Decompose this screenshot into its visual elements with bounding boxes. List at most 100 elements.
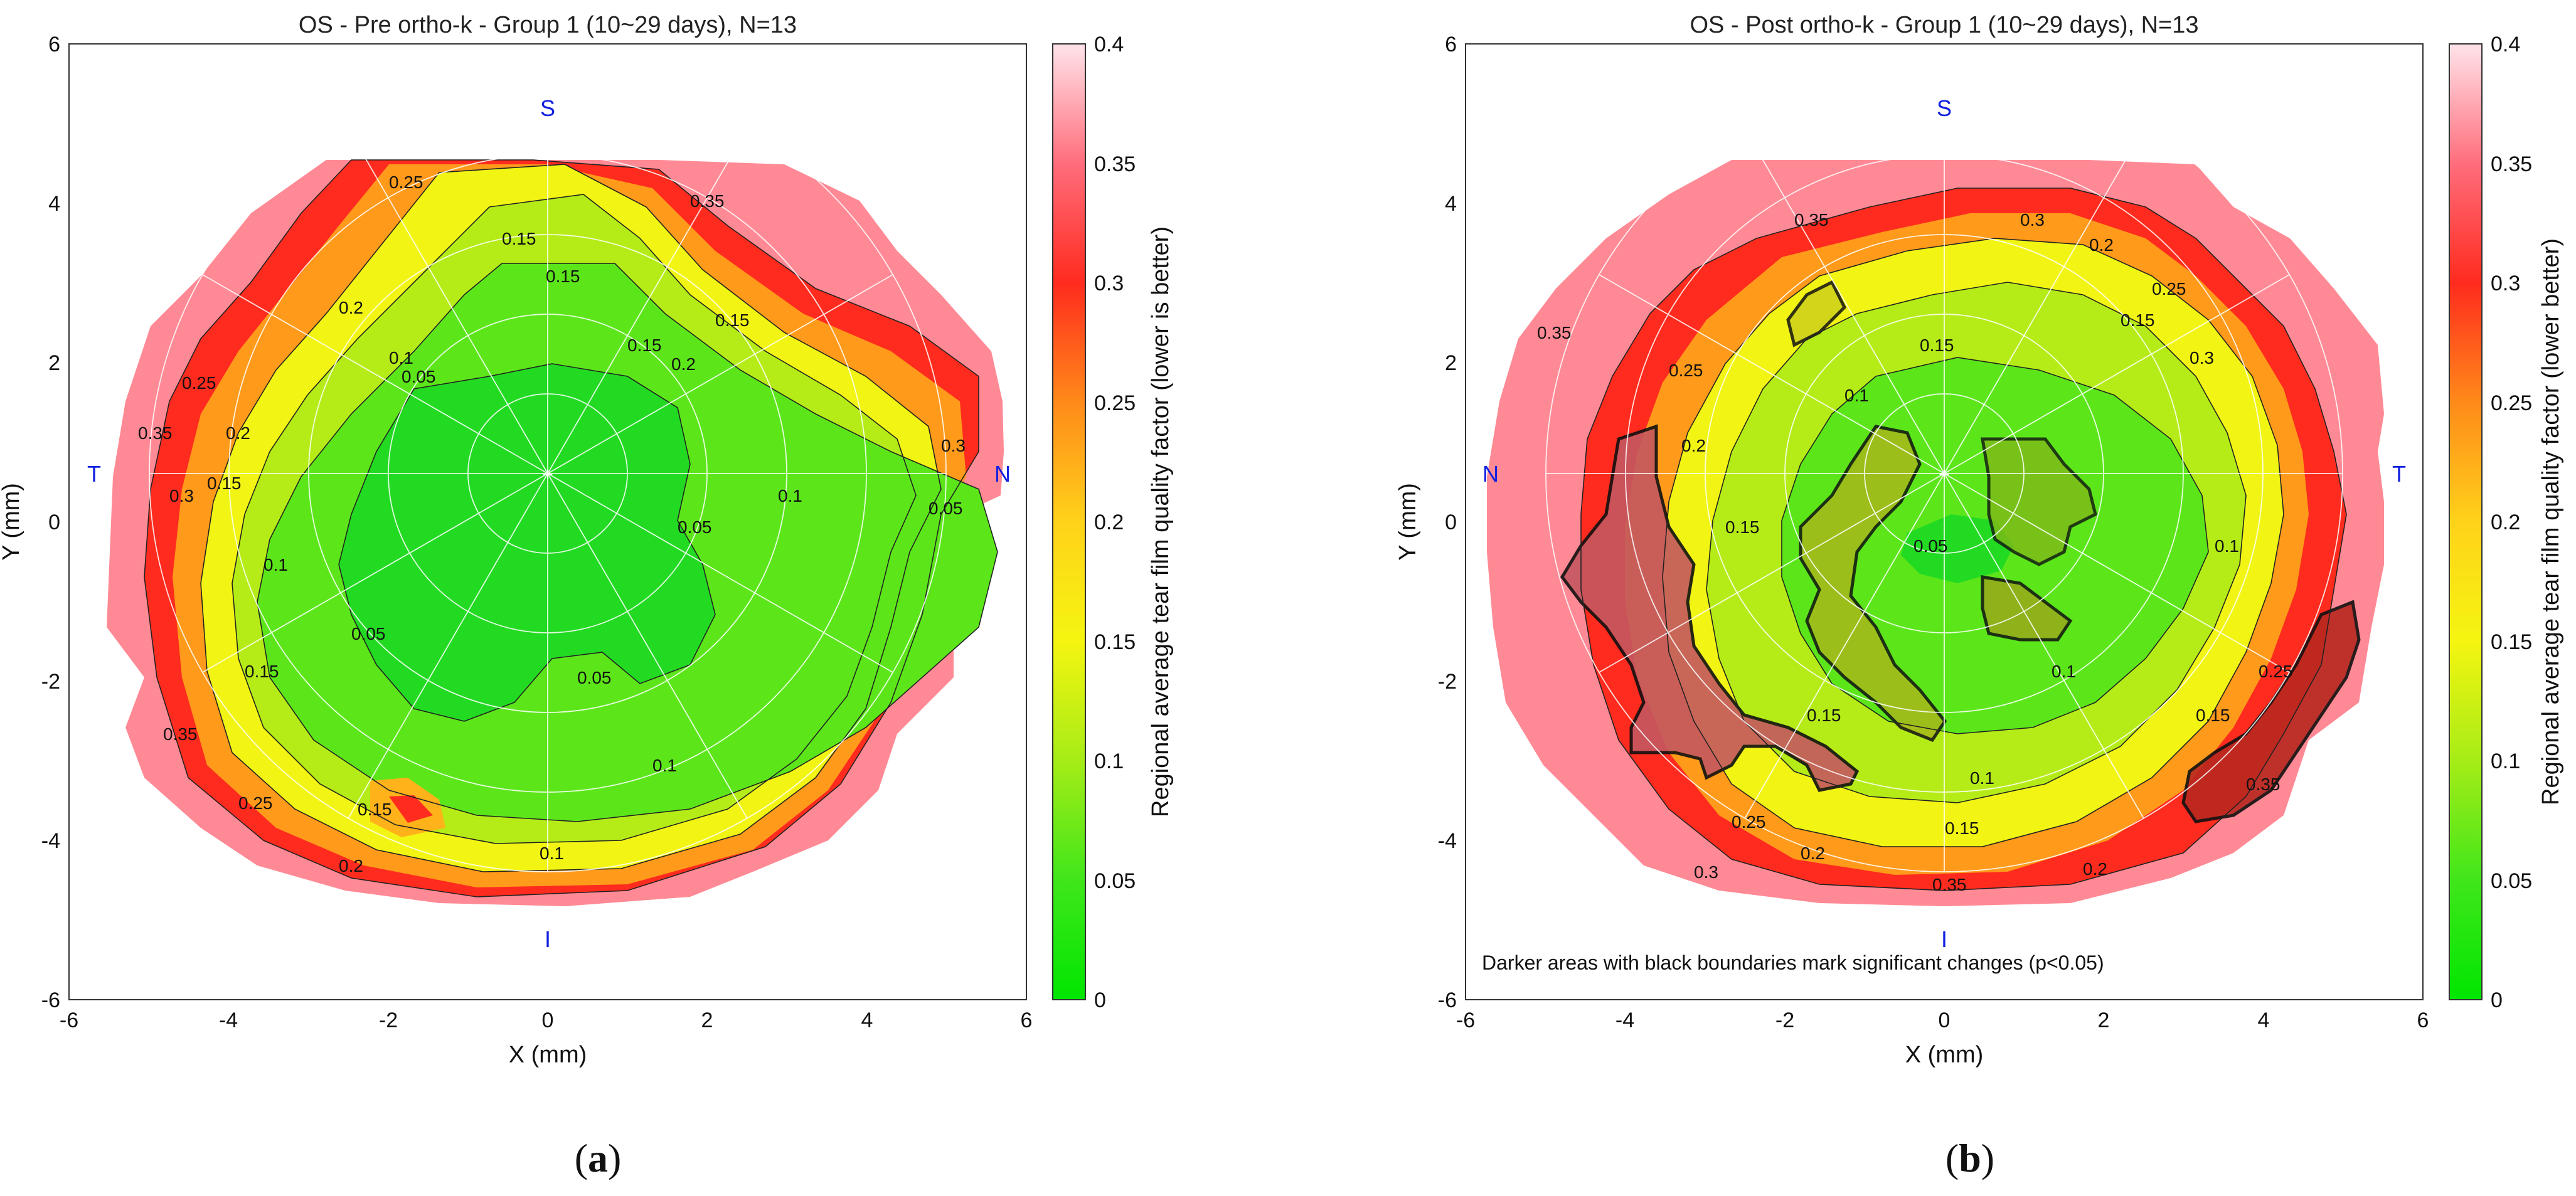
colorbar-tick-label: 0.05	[1094, 869, 1136, 893]
panel-b-center-marker: +	[1939, 464, 1950, 485]
contour-label: 0.25	[2152, 279, 2186, 299]
panel-b-y-axis: 6 4 2 0 -2 -4 -6 Y (mm)	[1395, 33, 1457, 1012]
x-tick-label: 2	[2098, 1008, 2110, 1032]
panel-a-center-marker: +	[542, 464, 553, 485]
x-tick-label: 0	[542, 1008, 554, 1032]
contour-label: 0.25	[2259, 662, 2293, 681]
panel-a-contour-map: +	[107, 75, 1004, 906]
panel-b-contour-map: +	[1487, 75, 2384, 906]
contour-label: 0.15	[358, 800, 392, 819]
contour-label: 0.1	[652, 756, 677, 775]
y-tick-label: -2	[41, 670, 60, 694]
x-tick-label: -6	[1456, 1008, 1475, 1032]
colorbar-tick-label: 0.25	[2491, 391, 2532, 415]
x-tick-label: -2	[379, 1008, 398, 1032]
colorbar-tick-label: 0.4	[2491, 33, 2520, 56]
contour-label: 0.25	[1669, 361, 1703, 380]
colorbar-tick-label: 0	[1094, 988, 1106, 1012]
panel-b-polar-grid	[1545, 75, 2343, 872]
panel-b-sublabel: (b)	[1945, 1136, 1994, 1180]
contour-label: 0.05	[678, 517, 712, 537]
contour-label: 0.15	[207, 474, 242, 493]
panel-a-region-center	[339, 364, 715, 721]
contour-label: 0.3	[169, 486, 194, 505]
x-tick-label: 4	[2258, 1008, 2270, 1032]
panel-b-orient-left: N	[1482, 461, 1499, 487]
panel-a-colorbar-label: Regional average tear film quality facto…	[1147, 226, 1174, 817]
panel-a-colorbar-gradient	[1052, 43, 1086, 1000]
panel-b-title: OS - Post ortho-k - Group 1 (10~29 days)…	[1690, 12, 2198, 38]
y-tick-label: 0	[1445, 511, 1457, 534]
contour-label: 0.2	[2089, 235, 2114, 255]
x-tick-label: 2	[701, 1008, 713, 1032]
panel-b-significant-region-nasal	[1560, 424, 1860, 792]
x-tick-label: 0	[1939, 1008, 1951, 1032]
contour-label: 0.15	[627, 336, 662, 355]
contour-label: 0.05	[351, 624, 386, 643]
contour-label: 0.1	[2052, 662, 2076, 681]
y-tick-label: -6	[41, 988, 60, 1012]
colorbar-tick-label: 0.3	[1094, 272, 1124, 295]
contour-label: 0.15	[1920, 336, 1954, 355]
colorbar-tick-label: 0.15	[2491, 630, 2532, 654]
contour-label: 0.1	[2215, 536, 2239, 556]
contour-label: 0.15	[502, 229, 536, 248]
panel-b-contour-labels: 0.05 0.1 0.1 0.1 0.1 0.15 0.15 0.15 0.15…	[1537, 210, 2293, 894]
colorbar-tick-label: 0.15	[1094, 630, 1136, 654]
contour-label: 0.35	[690, 191, 725, 211]
panel-b-colorbar-gradient	[2449, 43, 2483, 1000]
colorbar-tick-label: 0.35	[1094, 152, 1136, 176]
panel-b-orient-bottom: I	[1941, 926, 1947, 952]
contour-label: 0.35	[1794, 210, 1829, 230]
panel-b-xlabel: X (mm)	[1905, 1042, 1984, 1068]
contour-label: 0.1	[778, 486, 802, 505]
panel-b-contour-lines	[1580, 188, 2347, 891]
x-tick-label: -2	[1775, 1008, 1794, 1032]
colorbar-tick-label: 0.2	[2491, 511, 2520, 534]
contour-label: 0.05	[402, 367, 436, 386]
y-tick-label: -4	[1438, 829, 1457, 853]
colorbar-tick-label: 0.1	[1094, 749, 1124, 773]
colorbar-tick-label: 0.1	[2491, 749, 2520, 773]
contour-label: 0.2	[339, 298, 363, 317]
y-tick-label: 2	[1445, 351, 1457, 375]
contour-label: 0.25	[1732, 812, 1766, 832]
contour-label: 0.1	[389, 348, 413, 368]
contour-label: 0.35	[2246, 775, 2281, 794]
contour-label: 0.3	[2020, 210, 2045, 230]
colorbar-tick-label: 0	[2491, 988, 2503, 1012]
panel-a-ylabel: Y (mm)	[0, 483, 24, 561]
significance-note: Darker areas with black boundaries mark …	[1482, 951, 2104, 974]
panel-b-colorbar-label: Regional average tear film quality facto…	[2538, 238, 2564, 805]
contour-label: 0.3	[941, 436, 966, 455]
contour-label: 0.1	[540, 844, 564, 863]
contour-label: 0.15	[2196, 706, 2230, 725]
contour-label: 0.25	[182, 373, 216, 393]
contour-label: 0.05	[1913, 536, 1948, 556]
contour-label: 0.25	[389, 172, 423, 192]
colorbar-tick-label: 0.05	[2491, 869, 2532, 893]
contour-label: 0.2	[1801, 844, 1825, 863]
contour-label: 0.05	[577, 668, 612, 687]
y-tick-label: 6	[1445, 33, 1457, 56]
contour-label: 0.15	[2121, 310, 2155, 330]
contour-label: 0.15	[1807, 706, 1841, 725]
panel-a-y-axis: 6 4 2 0 -2 -4 -6 Y (mm)	[0, 33, 60, 1012]
contour-label: 0.15	[546, 267, 580, 286]
contour-label: 0.1	[1844, 386, 1869, 405]
x-tick-label: -6	[60, 1008, 78, 1032]
contour-label: 0.35	[1537, 323, 1572, 342]
colorbar-tick-label: 0.35	[2491, 152, 2532, 176]
y-tick-label: 2	[48, 351, 60, 375]
contour-label: 0.15	[1725, 517, 1760, 537]
y-tick-label: 4	[48, 192, 60, 216]
contour-label: 0.2	[339, 856, 363, 876]
panel-b-orient-top: S	[1937, 95, 1952, 121]
panel-a-polar-grid	[149, 75, 947, 872]
y-tick-label: 4	[1445, 192, 1457, 216]
x-tick-label: 4	[861, 1008, 873, 1032]
panel-a-orient-left: T	[87, 461, 101, 487]
contour-label: 0.3	[2190, 348, 2214, 368]
colorbar-tick-label: 0.25	[1094, 391, 1136, 415]
